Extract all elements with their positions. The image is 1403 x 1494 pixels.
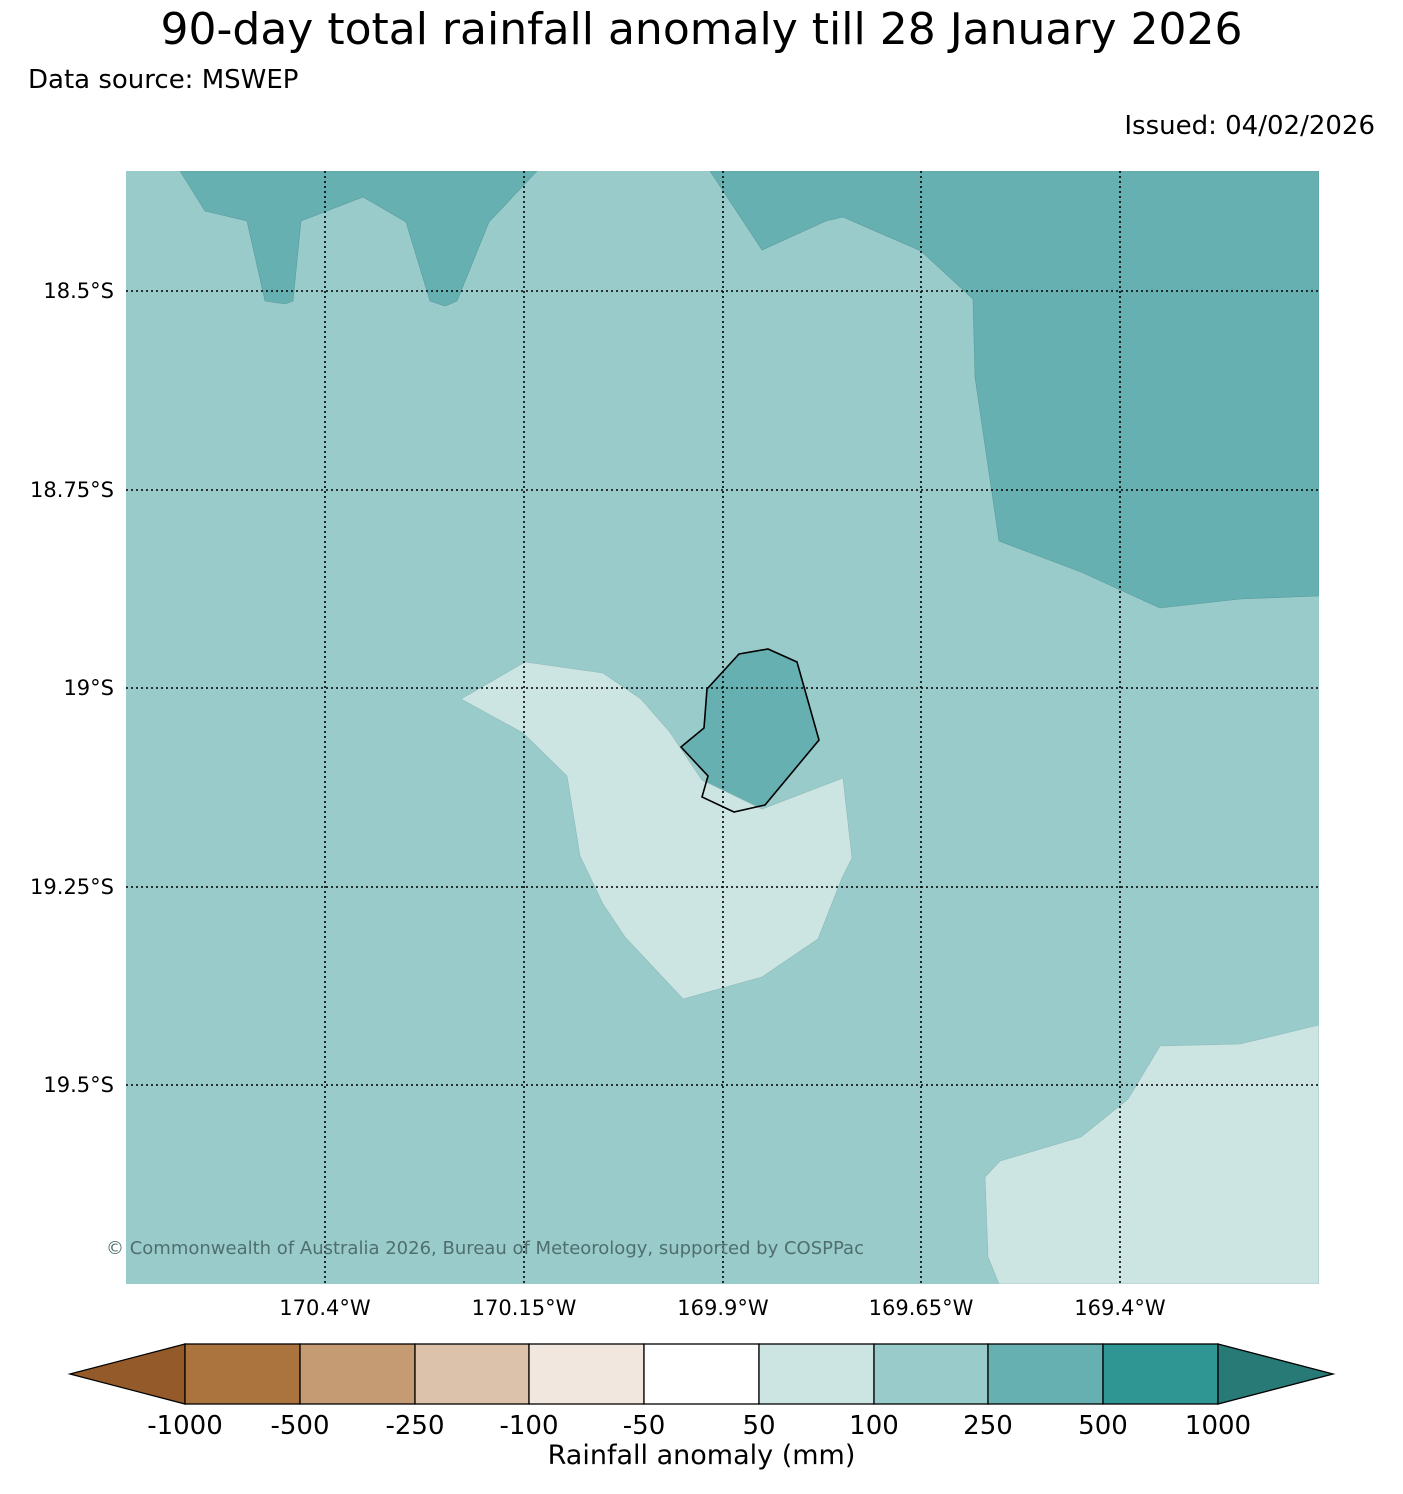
anomaly-region-50-100-southeast [984,1024,1319,1284]
colorbar-bin-2 [299,1343,416,1405]
anomaly-region-250-500-north-1 [179,171,538,307]
map-title: 90-day total rainfall anomaly till 28 Ja… [160,4,1243,55]
lon-label-169.9: 169.9°W [677,1296,769,1320]
colorbar-tick-label: -100 [499,1411,559,1441]
colorbar-bin-5 [643,1343,760,1405]
lat-label-18.75: 18.75°S [30,478,114,502]
colorbar-bin-4 [528,1343,645,1405]
colorbar [67,1343,1336,1405]
colorbar-bin-9 [1102,1343,1219,1405]
colorbar-tick-label: 250 [963,1411,1013,1441]
anomaly-region-50-100-central [460,661,853,1000]
colorbar-tick-label: -50 [622,1411,666,1441]
issued-date: Issued: 04/02/2026 [1124,111,1375,141]
colorbar-extend-low [67,1343,186,1405]
colorbar-bin-1 [184,1343,301,1405]
colorbar-bin-8 [987,1343,1104,1405]
lat-label-19.5: 19.5°S [43,1073,114,1097]
colorbar-extend-high [1217,1343,1336,1405]
map-panel [126,171,1319,1284]
colorbar-tick-label: -500 [270,1411,330,1441]
colorbar-bin-7 [873,1343,989,1405]
colorbar-bin-3 [414,1343,530,1405]
lon-label-170.15: 170.15°W [471,1296,577,1320]
gridlines [126,171,1319,1284]
colorbar-tick-label: 500 [1078,1411,1128,1441]
colorbar-tick-label: -1000 [147,1411,223,1441]
copyright-notice: © Commonwealth of Australia 2026, Bureau… [106,1238,864,1259]
colorbar-bin-6 [758,1343,875,1405]
colorbar-tick-label: -250 [385,1411,445,1441]
island-coastline [679,648,820,813]
colorbar-tick-label: 50 [742,1411,776,1441]
lon-label-169.65: 169.65°W [868,1296,974,1320]
lat-label-19.25: 19.25°S [30,875,114,899]
data-source: Data source: MSWEP [28,65,299,95]
colorbar-tick-label: 1000 [1184,1411,1252,1441]
colorbar-title: Rainfall anomaly (mm) [547,1440,856,1471]
anomaly-region-250-500-northeast [709,171,1319,609]
colorbar-tick-label: 100 [849,1411,899,1441]
lat-label-18.5: 18.5°S [43,279,114,303]
lon-label-170.4: 170.4°W [279,1296,371,1320]
lat-label-19: 19°S [63,676,114,700]
lon-label-169.4: 169.4°W [1074,1296,1166,1320]
